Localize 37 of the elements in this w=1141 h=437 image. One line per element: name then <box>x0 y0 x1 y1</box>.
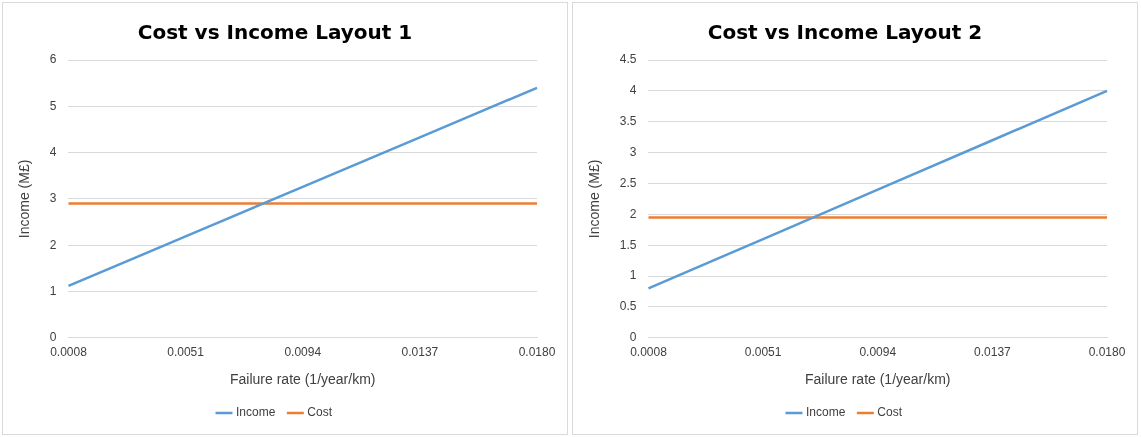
y-tick-label: 3.5 <box>619 114 637 129</box>
y-tick-label: 3 <box>49 191 57 206</box>
x-tick-label: 0.0137 <box>974 345 1012 360</box>
y-axis-title: Income (M£) <box>16 159 33 239</box>
legend-label: Cost <box>877 405 903 420</box>
y-tick-label: 0 <box>49 330 57 345</box>
x-tick-label: 0.0051 <box>744 345 782 360</box>
x-axis-title: Failure rate (1/year/km) <box>805 371 951 388</box>
x-tick-label: 0.0008 <box>630 345 668 360</box>
y-tick-label: 3 <box>629 144 637 159</box>
x-tick-label: 0.0008 <box>50 345 88 360</box>
legend-label: Cost <box>307 405 333 420</box>
x-tick-label: 0.0137 <box>401 345 439 360</box>
x-tick-label: 0.0094 <box>859 345 897 360</box>
y-tick-label: 0 <box>629 330 637 345</box>
x-tick-label: 0.0094 <box>284 345 322 360</box>
x-tick-label: 0.0180 <box>1088 345 1126 360</box>
y-tick-label: 2 <box>629 206 637 221</box>
x-tick-label: 0.0051 <box>167 345 205 360</box>
y-tick-label: 2.5 <box>619 175 637 190</box>
y-tick-label: 6 <box>49 52 57 67</box>
y-tick-label: 1 <box>629 268 637 283</box>
x-tick-label: 0.0180 <box>518 345 556 360</box>
chart-title: Cost vs Income Layout 1 <box>137 20 413 45</box>
y-tick-label: 5 <box>49 98 57 113</box>
y-tick-label: 4 <box>49 144 57 159</box>
chart-title: Cost vs Income Layout 2 <box>707 20 983 45</box>
y-tick-label: 2 <box>49 237 57 252</box>
legend-label: Income <box>235 405 276 420</box>
y-tick-label: 1 <box>49 283 57 298</box>
y-tick-label: 0.5 <box>619 299 637 314</box>
y-tick-label: 4.5 <box>619 52 637 67</box>
y-tick-label: 1.5 <box>619 237 637 252</box>
y-tick-label: 4 <box>629 83 637 98</box>
y-axis-title: Income (M£) <box>586 159 603 239</box>
legend-label: Income <box>805 405 846 420</box>
x-axis-title: Failure rate (1/year/km) <box>229 371 376 388</box>
